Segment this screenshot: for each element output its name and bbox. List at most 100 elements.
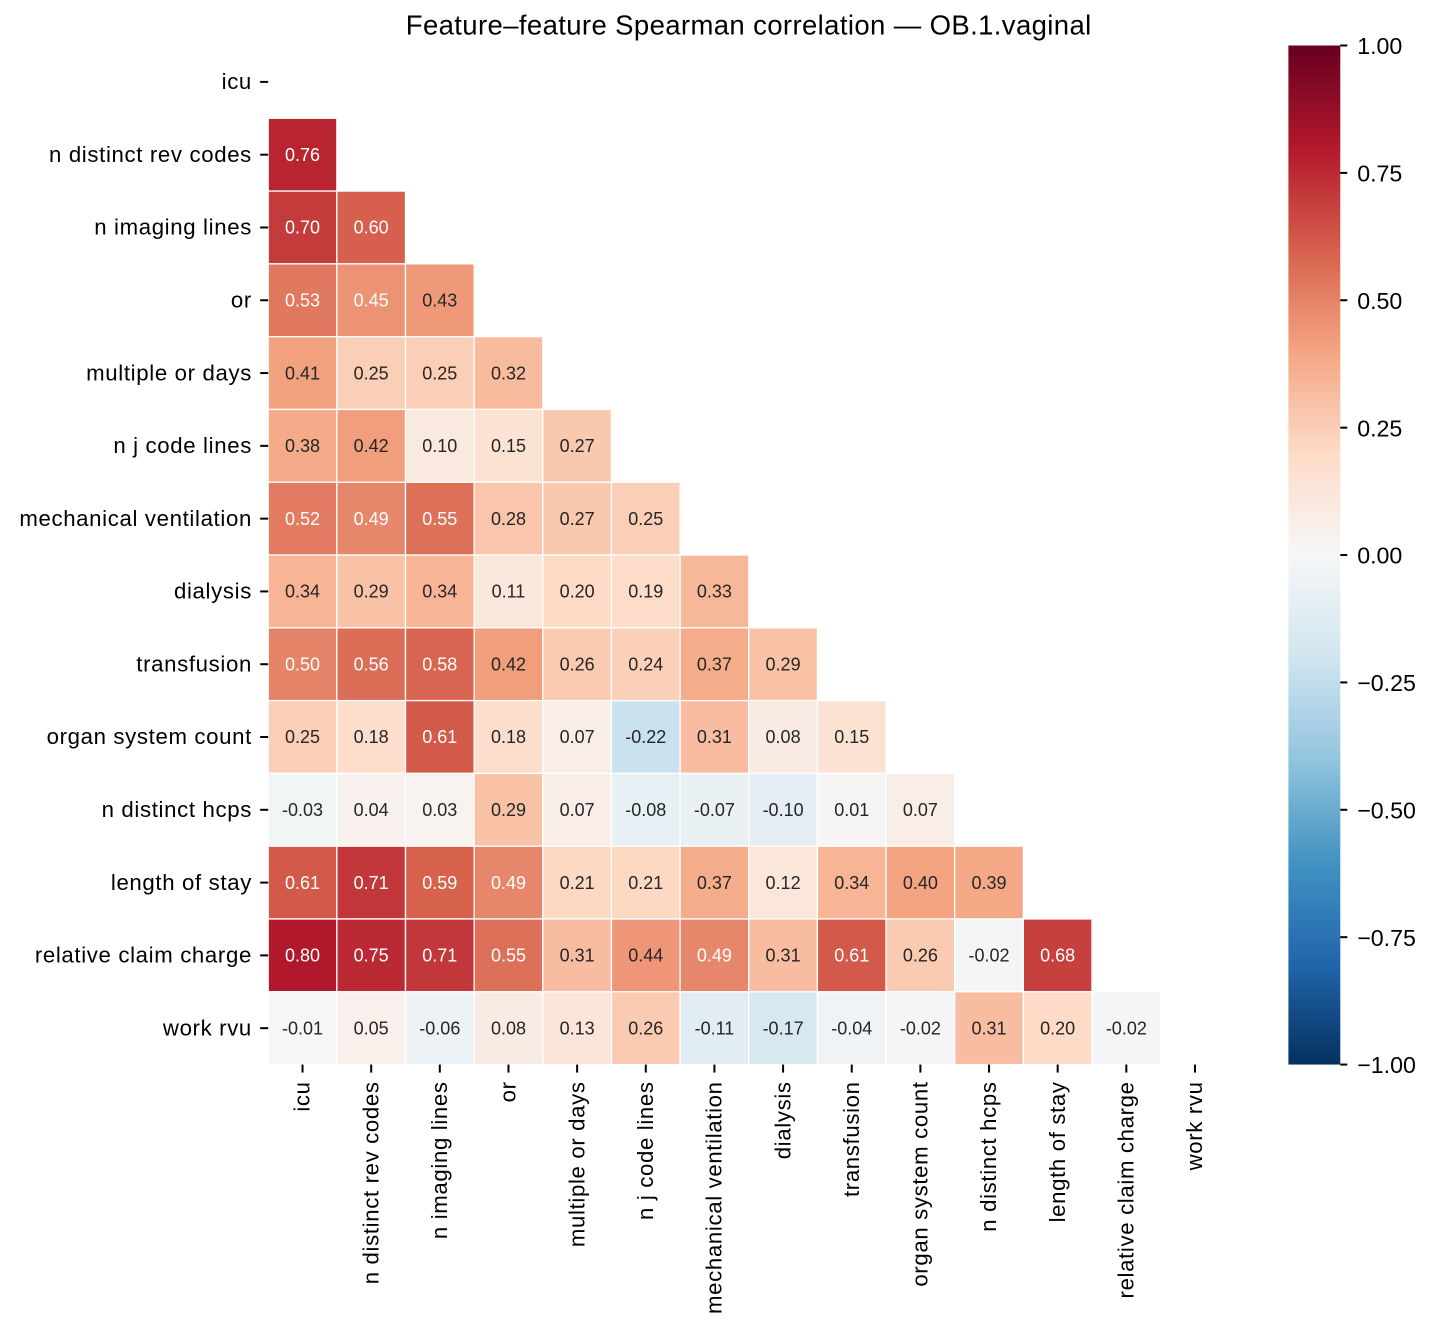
svg-text:0.41: 0.41 xyxy=(285,363,320,383)
svg-text:0.61: 0.61 xyxy=(422,727,457,747)
svg-text:0.34: 0.34 xyxy=(422,582,457,602)
svg-text:0.01: 0.01 xyxy=(834,800,869,820)
svg-text:0.27: 0.27 xyxy=(560,436,595,456)
svg-text:0.25: 0.25 xyxy=(285,727,320,747)
svg-text:dialysis: dialysis xyxy=(174,579,252,604)
svg-text:length of stay: length of stay xyxy=(1045,1081,1070,1222)
svg-text:length of stay: length of stay xyxy=(111,870,252,895)
svg-text:0.40: 0.40 xyxy=(903,873,938,893)
svg-text:0.50: 0.50 xyxy=(1357,288,1402,314)
svg-text:n j code lines: n j code lines xyxy=(633,1081,658,1220)
svg-text:-0.02: -0.02 xyxy=(969,946,1010,966)
svg-text:0.76: 0.76 xyxy=(285,145,320,165)
svg-text:0.53: 0.53 xyxy=(285,290,320,310)
svg-text:or: or xyxy=(496,1081,521,1102)
svg-text:0.56: 0.56 xyxy=(354,654,389,674)
svg-text:0.05: 0.05 xyxy=(354,1018,389,1038)
svg-text:0.26: 0.26 xyxy=(628,1018,663,1038)
svg-text:n distinct hcps: n distinct hcps xyxy=(102,797,252,822)
svg-text:0.37: 0.37 xyxy=(697,873,732,893)
svg-text:−0.50: −0.50 xyxy=(1357,797,1416,823)
svg-text:0.61: 0.61 xyxy=(285,873,320,893)
svg-text:n imaging lines: n imaging lines xyxy=(427,1081,452,1239)
svg-text:−0.75: −0.75 xyxy=(1357,925,1416,951)
svg-text:0.39: 0.39 xyxy=(972,873,1007,893)
svg-text:mechanical ventilation: mechanical ventilation xyxy=(702,1081,727,1314)
svg-text:-0.22: -0.22 xyxy=(625,727,666,747)
svg-text:n distinct rev codes: n distinct rev codes xyxy=(358,1081,383,1284)
svg-text:-0.02: -0.02 xyxy=(1106,1018,1147,1038)
svg-text:0.42: 0.42 xyxy=(491,654,526,674)
svg-text:0.24: 0.24 xyxy=(628,654,663,674)
svg-text:organ system count: organ system count xyxy=(47,724,252,749)
svg-text:0.34: 0.34 xyxy=(834,873,869,893)
svg-text:0.07: 0.07 xyxy=(560,800,595,820)
svg-text:0.75: 0.75 xyxy=(1357,160,1402,186)
svg-text:n imaging lines: n imaging lines xyxy=(94,215,252,240)
svg-text:0.33: 0.33 xyxy=(697,582,732,602)
svg-text:-0.10: -0.10 xyxy=(763,800,804,820)
svg-text:relative claim charge: relative claim charge xyxy=(35,943,252,968)
svg-text:0.75: 0.75 xyxy=(354,946,389,966)
svg-text:0.49: 0.49 xyxy=(697,946,732,966)
svg-text:0.29: 0.29 xyxy=(491,800,526,820)
svg-text:0.15: 0.15 xyxy=(491,436,526,456)
svg-text:0.71: 0.71 xyxy=(354,873,389,893)
svg-text:0.07: 0.07 xyxy=(560,727,595,747)
svg-text:work rvu: work rvu xyxy=(1182,1081,1207,1171)
svg-text:0.61: 0.61 xyxy=(834,946,869,966)
svg-text:multiple or days: multiple or days xyxy=(86,360,252,385)
svg-text:0.08: 0.08 xyxy=(491,1018,526,1038)
svg-text:0.31: 0.31 xyxy=(560,946,595,966)
svg-text:0.11: 0.11 xyxy=(492,582,526,602)
svg-text:n distinct rev codes: n distinct rev codes xyxy=(49,142,252,167)
svg-text:0.31: 0.31 xyxy=(697,727,732,747)
svg-text:0.59: 0.59 xyxy=(422,873,457,893)
svg-text:0.20: 0.20 xyxy=(560,582,595,602)
svg-text:-0.01: -0.01 xyxy=(282,1018,323,1038)
svg-text:0.19: 0.19 xyxy=(628,582,663,602)
svg-text:0.26: 0.26 xyxy=(903,946,938,966)
svg-text:0.49: 0.49 xyxy=(491,873,526,893)
svg-text:0.29: 0.29 xyxy=(354,582,389,602)
svg-text:0.08: 0.08 xyxy=(766,727,801,747)
svg-text:1.00: 1.00 xyxy=(1357,33,1402,59)
svg-text:0.27: 0.27 xyxy=(560,509,595,529)
svg-text:0.13: 0.13 xyxy=(560,1018,595,1038)
svg-text:organ system count: organ system count xyxy=(908,1081,933,1286)
svg-text:0.60: 0.60 xyxy=(354,218,389,238)
svg-text:0.29: 0.29 xyxy=(766,654,801,674)
svg-text:0.25: 0.25 xyxy=(354,363,389,383)
svg-text:0.10: 0.10 xyxy=(422,436,457,456)
svg-text:0.25: 0.25 xyxy=(422,363,457,383)
svg-text:-0.06: -0.06 xyxy=(419,1018,460,1038)
svg-text:0.00: 0.00 xyxy=(1357,543,1402,569)
svg-text:0.70: 0.70 xyxy=(285,218,320,238)
svg-text:n j code lines: n j code lines xyxy=(113,433,252,458)
svg-text:0.03: 0.03 xyxy=(422,800,457,820)
svg-text:0.21: 0.21 xyxy=(560,873,595,893)
svg-text:−0.25: −0.25 xyxy=(1357,670,1416,696)
svg-text:0.37: 0.37 xyxy=(697,654,732,674)
svg-text:0.45: 0.45 xyxy=(354,290,389,310)
svg-text:work rvu: work rvu xyxy=(162,1015,252,1040)
svg-text:transfusion: transfusion xyxy=(839,1081,864,1197)
svg-text:-0.07: -0.07 xyxy=(694,800,735,820)
svg-text:0.04: 0.04 xyxy=(354,800,389,820)
svg-text:0.15: 0.15 xyxy=(834,727,869,747)
svg-text:Feature–feature Spearman corre: Feature–feature Spearman correlation — O… xyxy=(406,9,1092,40)
svg-text:0.38: 0.38 xyxy=(285,436,320,456)
svg-text:0.25: 0.25 xyxy=(628,509,663,529)
svg-text:0.32: 0.32 xyxy=(491,363,526,383)
svg-text:0.18: 0.18 xyxy=(491,727,526,747)
svg-text:0.18: 0.18 xyxy=(354,727,389,747)
svg-text:0.52: 0.52 xyxy=(285,509,320,529)
svg-text:icu: icu xyxy=(222,69,252,94)
svg-text:0.58: 0.58 xyxy=(422,654,457,674)
svg-text:mechanical ventilation: mechanical ventilation xyxy=(19,506,252,531)
svg-text:−1.00: −1.00 xyxy=(1357,1052,1416,1078)
svg-text:0.71: 0.71 xyxy=(422,946,457,966)
svg-text:0.43: 0.43 xyxy=(422,290,457,310)
svg-text:-0.11: -0.11 xyxy=(695,1018,735,1038)
svg-text:-0.17: -0.17 xyxy=(763,1018,804,1038)
